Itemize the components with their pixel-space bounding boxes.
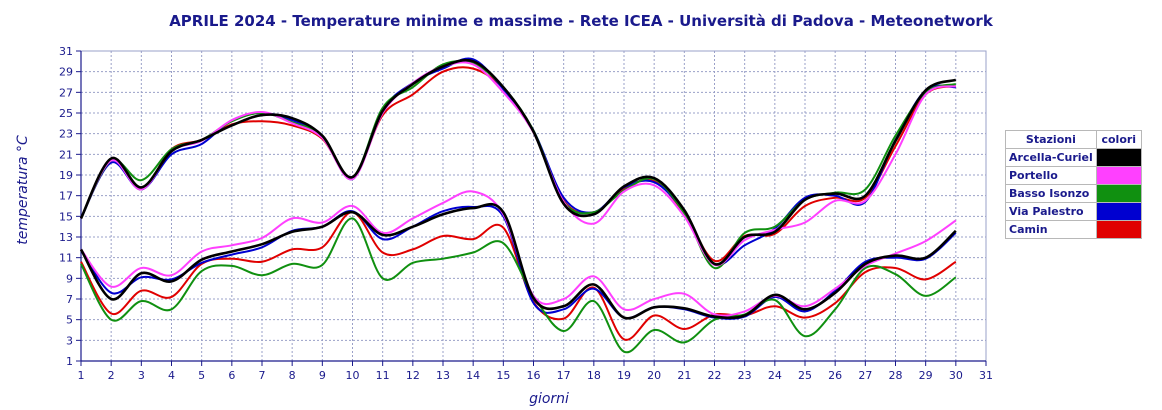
x-tick-label: 12 bbox=[406, 369, 420, 382]
x-tick-label: 23 bbox=[738, 369, 752, 382]
y-tick-label: 11 bbox=[59, 252, 73, 265]
x-tick-label: 22 bbox=[708, 369, 722, 382]
legend-header-station: Stazioni bbox=[1005, 130, 1097, 149]
x-tick-label: 5 bbox=[198, 369, 205, 382]
y-tick-label: 1 bbox=[66, 355, 73, 368]
x-tick-label: 11 bbox=[376, 369, 390, 382]
x-tick-label: 7 bbox=[259, 369, 266, 382]
chart-grid bbox=[76, 50, 987, 366]
y-tick-label: 15 bbox=[59, 210, 73, 223]
x-tick-label: 4 bbox=[168, 369, 175, 382]
x-tick-label: 10 bbox=[346, 369, 360, 382]
x-tick-label: 14 bbox=[466, 369, 480, 382]
x-tick-label: 27 bbox=[858, 369, 872, 382]
legend-entry-arcella-curiel: Arcella-Curiel bbox=[1005, 148, 1142, 167]
y-tick-label: 19 bbox=[59, 169, 73, 182]
y-tick-label: 31 bbox=[59, 45, 73, 58]
x-axis-label: giorni bbox=[529, 391, 569, 407]
chart-title: APRILE 2024 - Temperature minime e massi… bbox=[169, 12, 994, 30]
legend-swatch bbox=[1096, 221, 1141, 238]
series-max-line-portello bbox=[80, 61, 957, 267]
legend-entry-portello: Portello bbox=[1005, 166, 1142, 185]
legend-entry-basso-isonzo: Basso Isonzo bbox=[1005, 184, 1142, 203]
legend-entry-via-palestro: Via Palestro bbox=[1005, 202, 1142, 221]
x-tick-label: 30 bbox=[949, 369, 963, 382]
y-tick-label: 9 bbox=[66, 272, 73, 285]
series-max-line-arcella-curiel bbox=[79, 58, 957, 266]
y-axis-label: temperatura °C bbox=[15, 135, 31, 245]
y-tick-label: 17 bbox=[59, 190, 73, 203]
legend-header: Stazioni colori bbox=[1005, 130, 1142, 149]
y-tick-label: 13 bbox=[59, 231, 73, 244]
legend-label: Portello bbox=[1005, 166, 1097, 185]
x-tick-label: 8 bbox=[289, 369, 296, 382]
y-tick-label: 29 bbox=[59, 66, 73, 79]
y-tick-label: 21 bbox=[59, 148, 73, 161]
x-tick-label: 25 bbox=[798, 369, 812, 382]
legend-label: Basso Isonzo bbox=[1005, 184, 1097, 203]
x-tick-label: 28 bbox=[889, 369, 903, 382]
legend-swatch bbox=[1096, 167, 1141, 184]
y-tick-label: 7 bbox=[66, 293, 73, 306]
x-tick-label: 26 bbox=[828, 369, 842, 382]
y-tick-label: 23 bbox=[59, 128, 73, 141]
legend-entry-camin: Camin bbox=[1005, 220, 1142, 239]
chart-series bbox=[79, 57, 957, 354]
y-tick-label: 25 bbox=[59, 107, 73, 120]
x-tick-label: 16 bbox=[527, 369, 541, 382]
x-tick-label: 29 bbox=[919, 369, 933, 382]
plot-frame bbox=[80, 50, 987, 362]
x-tick-label: 31 bbox=[979, 369, 993, 382]
legend-swatch bbox=[1096, 149, 1141, 166]
x-tick-label: 2 bbox=[108, 369, 115, 382]
legend-label: Camin bbox=[1005, 220, 1097, 239]
x-axis-ticks: 1 2 3 4 5 6 7 8 9 10 11 12 13 14 15 16 17 18 19 20 21 22 23 24 2… bbox=[78, 369, 994, 382]
x-tick-label: 24 bbox=[768, 369, 782, 382]
legend-header-color: colori bbox=[1095, 130, 1142, 149]
x-tick-label: 19 bbox=[617, 369, 631, 382]
legend-swatch bbox=[1096, 185, 1141, 202]
series-min-line-camin bbox=[80, 211, 957, 341]
legend-label: Via Palestro bbox=[1005, 202, 1097, 221]
chart-legend: Stazioni colori Arcella-Curiel Portello … bbox=[1005, 130, 1142, 239]
x-tick-label: 21 bbox=[677, 369, 691, 382]
x-tick-label: 9 bbox=[319, 369, 326, 382]
x-tick-label: 18 bbox=[587, 369, 601, 382]
x-tick-label: 6 bbox=[228, 369, 235, 382]
x-tick-label: 15 bbox=[496, 369, 510, 382]
x-tick-label: 13 bbox=[436, 369, 450, 382]
series-max-line-camin bbox=[80, 66, 957, 263]
legend-swatch bbox=[1096, 203, 1141, 220]
series-max-line-via-palestro bbox=[80, 57, 956, 266]
x-tick-label: 1 bbox=[78, 369, 85, 382]
x-tick-label: 3 bbox=[138, 369, 145, 382]
series-min-line-basso-isonzo bbox=[80, 217, 957, 354]
y-tick-label: 3 bbox=[66, 334, 73, 347]
series-min-line-via-palestro bbox=[80, 204, 957, 320]
x-tick-label: 17 bbox=[557, 369, 571, 382]
x-tick-label: 20 bbox=[647, 369, 661, 382]
series-min-line-arcella-curiel bbox=[79, 202, 957, 320]
y-tick-label: 5 bbox=[66, 314, 73, 327]
legend-label: Arcella-Curiel bbox=[1005, 148, 1097, 167]
y-tick-label: 27 bbox=[59, 86, 73, 99]
